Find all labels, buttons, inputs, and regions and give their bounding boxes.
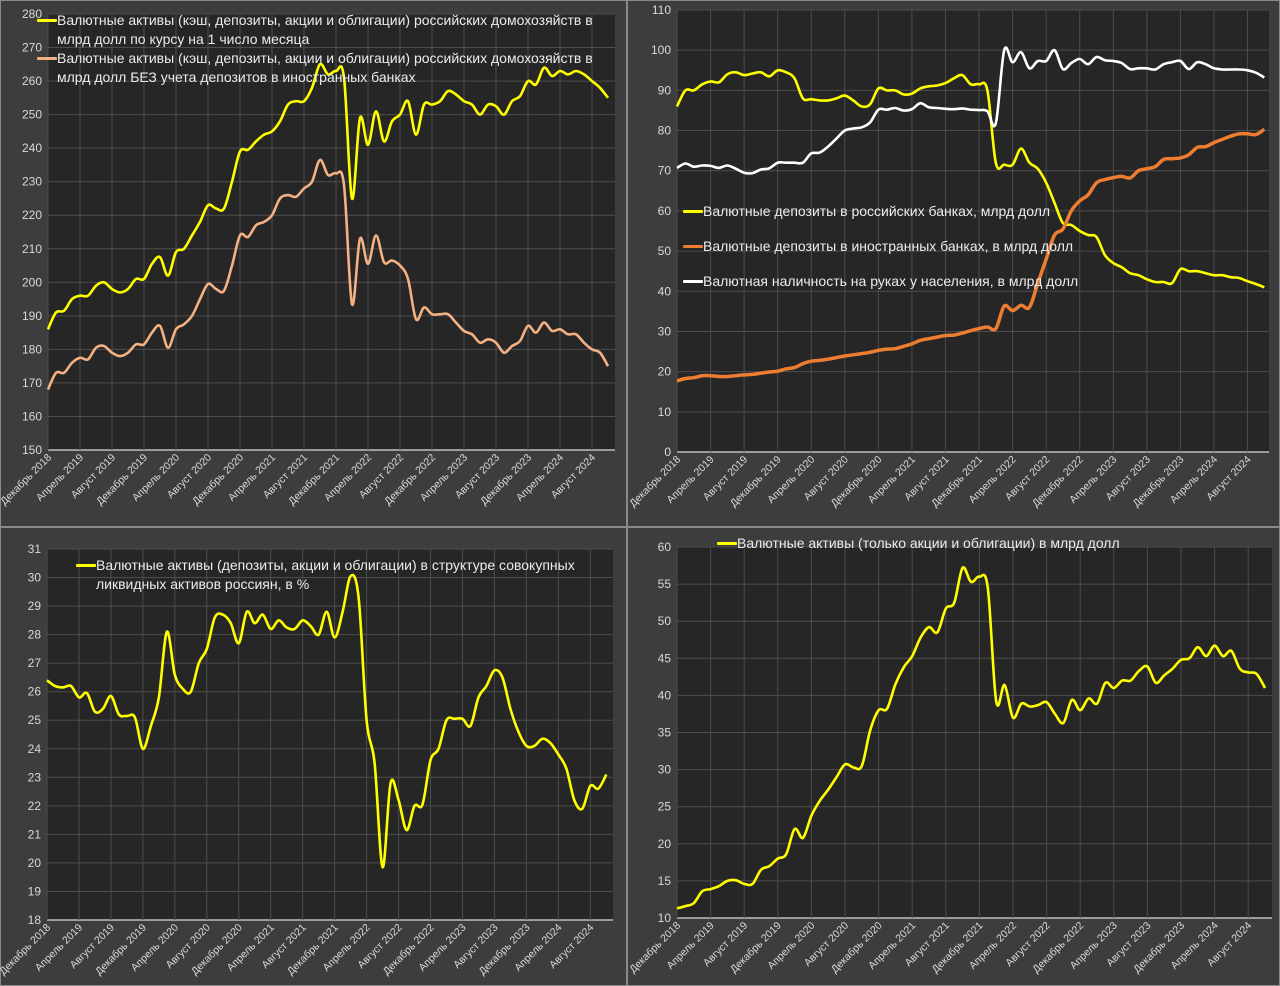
y-tick-label: 10 bbox=[658, 911, 672, 925]
y-tick-label: 20 bbox=[658, 365, 672, 379]
y-tick-label: 25 bbox=[28, 713, 42, 727]
y-tick-label: 220 bbox=[22, 208, 42, 222]
y-tick-label: 30 bbox=[28, 571, 42, 585]
series-line-2-3 bbox=[676, 46, 1265, 175]
legend-swatch-icon bbox=[683, 210, 703, 213]
series-line-1-2 bbox=[46, 158, 610, 391]
legend-label: Валютные депозиты в российских банках, м… bbox=[703, 203, 1051, 219]
series-line-2-1 bbox=[675, 68, 1265, 289]
y-tick-label: 15 bbox=[658, 874, 672, 888]
y-tick-label: 150 bbox=[22, 443, 42, 457]
legend-swatch-icon bbox=[717, 542, 737, 545]
y-tick-label: 30 bbox=[658, 763, 672, 777]
y-tick-label: 160 bbox=[22, 409, 42, 423]
y-tick-label: 230 bbox=[22, 175, 42, 189]
y-tick-label: 270 bbox=[22, 41, 42, 55]
legend-swatch-icon bbox=[37, 19, 57, 22]
y-tick-label: 260 bbox=[22, 74, 42, 88]
legend-label: Валютные активы (только акции и облигаци… bbox=[737, 535, 1120, 551]
legend-swatch-icon bbox=[76, 564, 96, 567]
y-tick-label: 190 bbox=[22, 309, 42, 323]
y-tick-label: 90 bbox=[658, 83, 672, 97]
legend-swatch-icon bbox=[683, 245, 703, 248]
series-line-3-1 bbox=[46, 573, 608, 869]
y-tick-label: 21 bbox=[28, 827, 42, 841]
legend-label: Валютные депозиты в иностранных банках, … bbox=[703, 238, 1074, 254]
y-tick-label: 110 bbox=[652, 3, 671, 17]
y-tick-label: 26 bbox=[28, 685, 42, 699]
y-tick-label: 18 bbox=[28, 913, 42, 927]
y-tick-label: 280 bbox=[22, 7, 42, 21]
legend-swatch-icon bbox=[683, 280, 703, 283]
y-tick-label: 170 bbox=[22, 376, 42, 390]
y-tick-label: 29 bbox=[28, 599, 42, 613]
y-tick-label: 10 bbox=[658, 405, 672, 419]
y-tick-label: 100 bbox=[651, 43, 671, 57]
y-tick-label: 31 bbox=[28, 542, 42, 556]
y-tick-label: 210 bbox=[22, 242, 42, 256]
y-tick-label: 24 bbox=[28, 742, 42, 756]
y-tick-label: 70 bbox=[658, 164, 672, 178]
y-tick-label: 19 bbox=[28, 884, 42, 898]
y-tick-label: 45 bbox=[658, 651, 672, 665]
plot-area bbox=[48, 14, 615, 450]
legend-label: Валютные активы (кэш, депозиты, акции и … bbox=[57, 50, 593, 85]
y-tick-label: 200 bbox=[22, 275, 42, 289]
y-tick-label: 30 bbox=[658, 324, 672, 338]
y-tick-label: 40 bbox=[658, 688, 672, 702]
plot-area bbox=[47, 549, 613, 920]
y-tick-label: 35 bbox=[658, 726, 672, 740]
y-tick-label: 40 bbox=[658, 284, 672, 298]
y-tick-label: 23 bbox=[28, 770, 42, 784]
y-tick-label: 55 bbox=[658, 577, 672, 591]
y-tick-label: 240 bbox=[22, 141, 42, 155]
y-tick-label: 60 bbox=[658, 204, 672, 218]
legend-label: Валютные активы (депозиты, акции и облиг… bbox=[96, 557, 575, 592]
y-tick-label: 27 bbox=[28, 656, 42, 670]
y-tick-label: 50 bbox=[658, 244, 672, 258]
legend-label: Валютные активы (кэш, депозиты, акции и … bbox=[57, 12, 593, 47]
y-tick-label: 20 bbox=[658, 837, 672, 851]
y-tick-label: 28 bbox=[28, 628, 42, 642]
legend-label: Валютная наличность на руках у населения… bbox=[703, 273, 1079, 289]
y-tick-label: 20 bbox=[28, 856, 42, 870]
y-tick-label: 80 bbox=[658, 124, 672, 138]
series-line-2-2 bbox=[676, 127, 1266, 383]
y-tick-label: 180 bbox=[22, 342, 42, 356]
y-tick-label: 250 bbox=[22, 108, 42, 122]
y-tick-label: 22 bbox=[28, 799, 42, 813]
series-line-1-1 bbox=[46, 62, 610, 330]
series-line-4-1 bbox=[676, 566, 1267, 910]
y-tick-label: 60 bbox=[658, 540, 672, 554]
legend-swatch-icon bbox=[37, 57, 57, 60]
y-tick-label: 0 bbox=[664, 445, 671, 459]
y-tick-label: 50 bbox=[658, 614, 672, 628]
y-tick-label: 25 bbox=[658, 800, 672, 814]
